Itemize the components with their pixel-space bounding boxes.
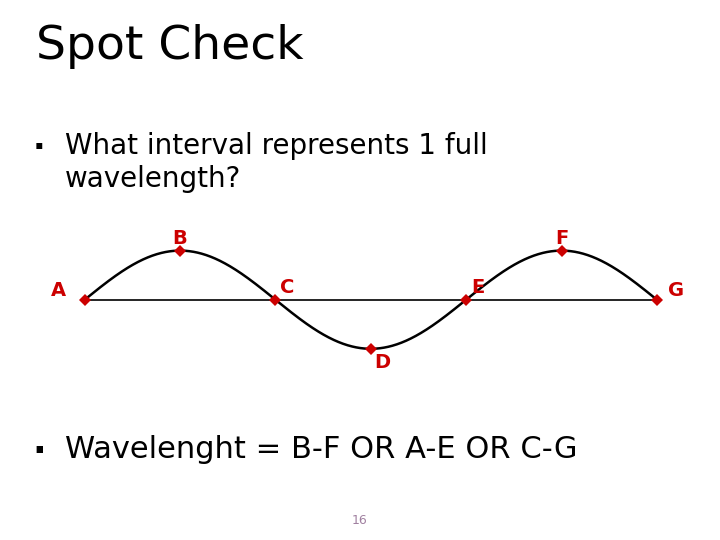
- Text: 16: 16: [352, 514, 368, 526]
- Text: F: F: [555, 230, 568, 248]
- Text: D: D: [374, 353, 390, 372]
- Text: G: G: [668, 281, 684, 300]
- Text: ·: ·: [32, 132, 45, 165]
- Text: E: E: [471, 279, 485, 298]
- Text: What interval represents 1 full: What interval represents 1 full: [65, 132, 487, 160]
- Text: B: B: [173, 230, 187, 248]
- Text: Wavelenght = B-F OR A-E OR C-G: Wavelenght = B-F OR A-E OR C-G: [65, 435, 577, 464]
- Text: wavelength?: wavelength?: [65, 165, 241, 193]
- Text: A: A: [50, 281, 66, 300]
- Text: ·: ·: [32, 435, 46, 469]
- Text: C: C: [279, 279, 294, 298]
- Text: Spot Check: Spot Check: [36, 24, 304, 69]
